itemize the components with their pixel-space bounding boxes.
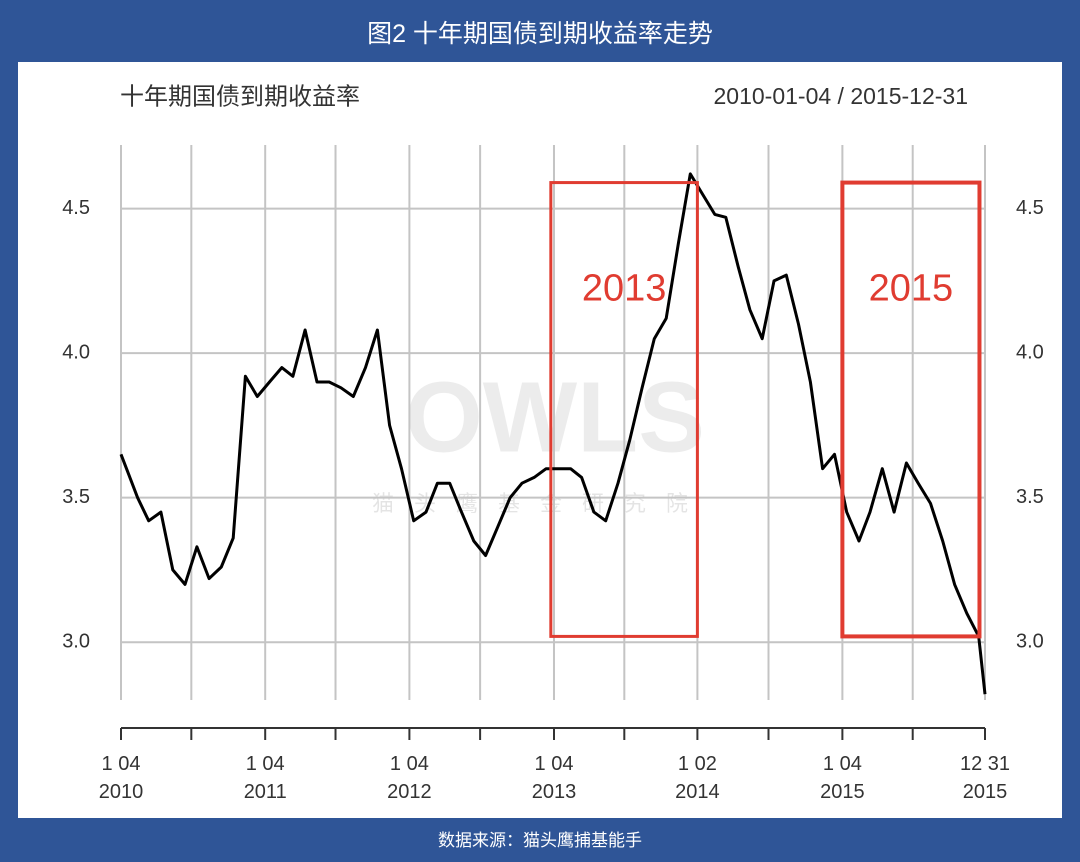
x-tick-label: 1 04 2013 (532, 753, 577, 803)
x-tick-label: 1 04 2010 (99, 753, 144, 803)
watermark: 猫头鹰基金研究院 (372, 491, 708, 516)
source-note: 数据来源：猫头鹰捕基能手 (438, 831, 642, 850)
y-tick-label-right: 3.5 (1016, 486, 1044, 508)
x-tick-label: 1 02 2014 (675, 753, 720, 803)
y-tick-label-right: 3.0 (1016, 630, 1044, 652)
annotation-box (549, 181, 699, 638)
y-tick-label: 3.0 (62, 630, 90, 652)
y-tick-label: 4.5 (62, 197, 90, 219)
x-tick-label: 1 04 2015 (820, 753, 865, 803)
y-tick-label: 4.0 (62, 341, 90, 363)
line-series (119, 172, 987, 695)
annotation-box (840, 180, 982, 639)
x-tick-label: 12 31 2015 (960, 753, 1010, 803)
annotation-label: 2013 (582, 268, 667, 310)
y-tick-label: 3.5 (62, 486, 90, 508)
page-title: 图2 十年期国债到期收益率走势 (367, 20, 713, 48)
watermark: OWLS (405, 361, 705, 473)
x-tick-label: 1 04 2012 (387, 753, 432, 803)
chart-title: 十年期国债到期收益率 (120, 83, 360, 110)
chart-subtitle: 2010-01-04 / 2015-12-31 (714, 83, 968, 109)
annotation-label: 2015 (869, 268, 954, 310)
x-tick-label: 1 04 2011 (244, 753, 287, 803)
y-tick-label-right: 4.5 (1016, 197, 1044, 219)
y-tick-label-right: 4.0 (1016, 341, 1044, 363)
